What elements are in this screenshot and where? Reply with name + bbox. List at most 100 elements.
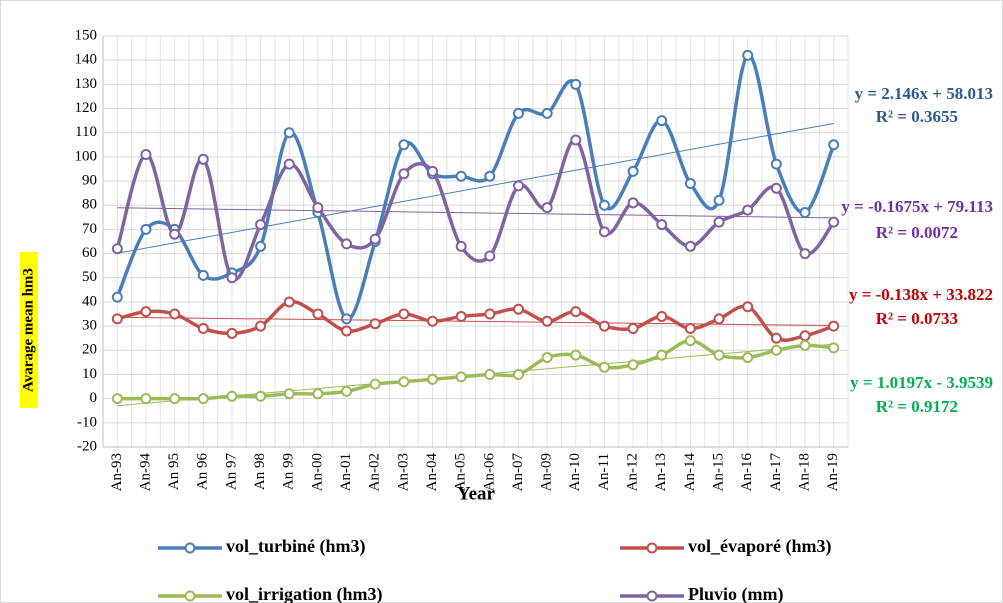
point bbox=[570, 349, 582, 361]
legend-marker bbox=[646, 590, 658, 602]
point bbox=[484, 308, 496, 320]
y-axis-label-group: Avarage mean hm3 bbox=[20, 252, 38, 408]
point bbox=[512, 303, 524, 315]
y-tick-label: 150 bbox=[75, 27, 98, 43]
point bbox=[398, 139, 410, 151]
y-tick-label: 110 bbox=[75, 124, 97, 140]
x-tick-label: An-03 bbox=[395, 453, 411, 491]
point bbox=[140, 223, 152, 235]
trend-r2: R² = 0.9172 bbox=[876, 397, 958, 416]
point bbox=[226, 327, 238, 339]
y-tick-label: 140 bbox=[75, 52, 98, 68]
x-tick-label: An-00 bbox=[309, 453, 325, 491]
y-tick-label: 100 bbox=[75, 148, 98, 164]
point bbox=[770, 332, 782, 344]
x-tick-label: An-11 bbox=[596, 453, 612, 491]
trendline bbox=[117, 207, 834, 219]
point bbox=[312, 308, 324, 320]
trendline bbox=[117, 316, 834, 327]
legend-marker bbox=[646, 542, 658, 554]
legend-marker bbox=[184, 590, 196, 602]
y-tick-label: 30 bbox=[82, 318, 97, 334]
point bbox=[799, 206, 811, 218]
point bbox=[283, 296, 295, 308]
trend-r2: R² = 0.0733 bbox=[876, 309, 958, 328]
x-tick-label: An 98 bbox=[252, 453, 268, 490]
point bbox=[541, 352, 553, 364]
point bbox=[512, 368, 524, 380]
x-tick-label: An-17 bbox=[768, 453, 784, 492]
point bbox=[684, 323, 696, 335]
x-tick-label: An-07 bbox=[510, 453, 526, 492]
x-tick-label: An-15 bbox=[710, 453, 726, 491]
y-tick-label: 0 bbox=[90, 390, 98, 406]
x-tick-label: An-13 bbox=[653, 453, 669, 491]
point bbox=[369, 378, 381, 390]
point bbox=[598, 199, 610, 211]
point bbox=[341, 313, 353, 325]
point bbox=[455, 310, 467, 322]
point bbox=[828, 342, 840, 354]
point bbox=[169, 393, 181, 405]
point bbox=[255, 390, 267, 402]
x-tick-label: An-12 bbox=[625, 453, 641, 491]
point bbox=[598, 320, 610, 332]
point bbox=[570, 134, 582, 146]
x-tick-label: An-18 bbox=[796, 453, 812, 491]
point bbox=[312, 388, 324, 400]
x-tick-label: An-09 bbox=[539, 453, 555, 491]
point bbox=[570, 306, 582, 318]
y-tick-label: -10 bbox=[77, 414, 97, 430]
point bbox=[627, 197, 639, 209]
x-tick-label: An-10 bbox=[567, 453, 583, 491]
legend-label: Pluvio (mm) bbox=[688, 584, 783, 603]
point bbox=[455, 240, 467, 252]
y-tick-label: 90 bbox=[82, 172, 97, 188]
point bbox=[341, 238, 353, 250]
y-tick-label: 60 bbox=[82, 245, 97, 261]
point bbox=[140, 393, 152, 405]
point bbox=[169, 228, 181, 240]
y-tick-label: 120 bbox=[75, 100, 98, 116]
trend-equation: y = -0.1675x + 79.113 bbox=[841, 197, 993, 216]
y-tick-label: 40 bbox=[82, 293, 97, 309]
y-label-highlight bbox=[20, 252, 38, 408]
point bbox=[541, 315, 553, 327]
point bbox=[512, 180, 524, 192]
point bbox=[484, 170, 496, 182]
point bbox=[484, 250, 496, 262]
point bbox=[828, 139, 840, 151]
x-tick-label: An-06 bbox=[481, 453, 497, 492]
point bbox=[598, 361, 610, 373]
y-tick-label: -20 bbox=[77, 438, 97, 454]
point bbox=[341, 325, 353, 337]
point bbox=[226, 390, 238, 402]
point bbox=[226, 272, 238, 284]
point bbox=[627, 323, 639, 335]
point bbox=[111, 291, 123, 303]
point bbox=[512, 107, 524, 119]
point bbox=[541, 202, 553, 214]
point bbox=[427, 373, 439, 385]
point bbox=[283, 127, 295, 139]
y-tick-label: 130 bbox=[75, 76, 98, 92]
point bbox=[140, 306, 152, 318]
legend-label: vol_évaporé (hm3) bbox=[688, 536, 831, 557]
point bbox=[398, 308, 410, 320]
point bbox=[455, 170, 467, 182]
point bbox=[541, 107, 553, 119]
point bbox=[283, 388, 295, 400]
point bbox=[427, 315, 439, 327]
legend-label: vol_irrigation (hm3) bbox=[226, 584, 382, 603]
trend-equation: y = 1.0197x - 3.9539 bbox=[850, 373, 993, 392]
y-axis-label: Avarage mean hm3 bbox=[20, 268, 36, 392]
point bbox=[455, 371, 467, 383]
point bbox=[770, 182, 782, 194]
point bbox=[111, 243, 123, 255]
point bbox=[197, 269, 209, 281]
point bbox=[197, 323, 209, 335]
point bbox=[742, 301, 754, 313]
grid bbox=[102, 35, 849, 448]
point bbox=[799, 339, 811, 351]
